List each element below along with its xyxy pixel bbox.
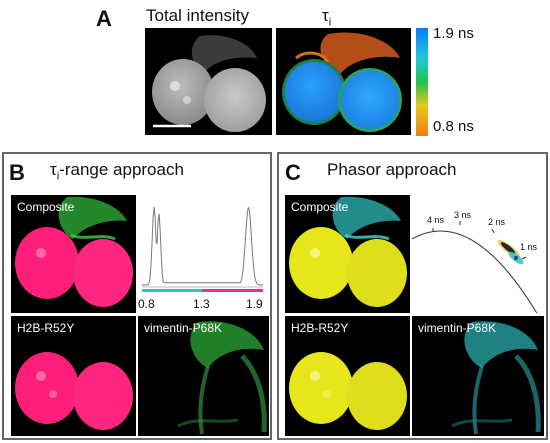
panel-c-composite-image: Composite [285, 195, 410, 313]
histogram-tick-1.3: 1.3 [193, 297, 210, 311]
panel-c-vimentin-label: vimentin-P68K [418, 321, 497, 335]
tau-image [276, 28, 411, 135]
histogram-tick-1.9: 1.9 [246, 297, 263, 311]
panel-b-composite-image: Composite [11, 195, 136, 313]
tau-colorbar [416, 28, 428, 136]
panel-c-h2b-label: H2B-R52Y [291, 321, 349, 335]
panel-b-h2b-image: H2B-R52Y [11, 316, 136, 436]
phasor-label-2ns: 2 ns [488, 217, 506, 227]
phasor-cluster-cyan-core [514, 256, 518, 260]
phasor-label-3ns: 3 ns [454, 210, 472, 220]
phasor-cluster-yellow-core [500, 242, 516, 254]
panel-b-title-rest: -range approach [59, 160, 184, 179]
tau-subscript: i [328, 16, 332, 29]
panel-b-h2b-label: H2B-R52Y [17, 321, 75, 335]
panel-b-frame [2, 152, 272, 440]
panel-c-frame [277, 152, 548, 440]
tau-subscript-b: i [56, 170, 60, 183]
total-intensity-image [145, 28, 272, 135]
panel-c-composite-label: Composite [291, 200, 349, 214]
phasor-plot: 4 ns 3 ns 2 ns 1 ns [411, 195, 544, 316]
colorbar-min-label: 0.8 ns [433, 118, 474, 135]
tau-i-title: τi [322, 6, 331, 28]
panel-b-composite-label: Composite [17, 200, 75, 214]
colorbar-max-label: 1.9 ns [433, 25, 474, 42]
panel-b-letter: B [9, 160, 25, 185]
panel-a-letter: A [96, 6, 112, 31]
panel-b-title: τi-range approach [50, 160, 184, 182]
tau-symbol: τ [322, 6, 329, 25]
phasor-label-1ns: 1 ns [520, 242, 538, 252]
panel-b-vimentin-image: vimentin-P68K [138, 316, 269, 436]
total-intensity-title: Total intensity [146, 6, 249, 25]
panel-c-h2b-image: H2B-R52Y [285, 316, 410, 436]
tau-symbol-b: τ [50, 160, 57, 179]
panel-b-vimentin-label: vimentin-P68K [144, 321, 223, 335]
phasor-label-4ns: 4 ns [427, 215, 445, 225]
panel-c-letter: C [285, 160, 301, 185]
histogram-tick-0.8: 0.8 [138, 297, 155, 311]
histogram-curve [142, 206, 263, 286]
histogram-range-bar-green [142, 289, 202, 292]
tau-histogram: 0.8 1.3 1.9 [138, 195, 269, 313]
panel-c-title: Phasor approach [327, 160, 457, 179]
panel-c-vimentin-image: vimentin-P68K [412, 316, 544, 436]
universal-semicircle [411, 230, 539, 316]
histogram-range-bar-magenta [202, 289, 263, 292]
